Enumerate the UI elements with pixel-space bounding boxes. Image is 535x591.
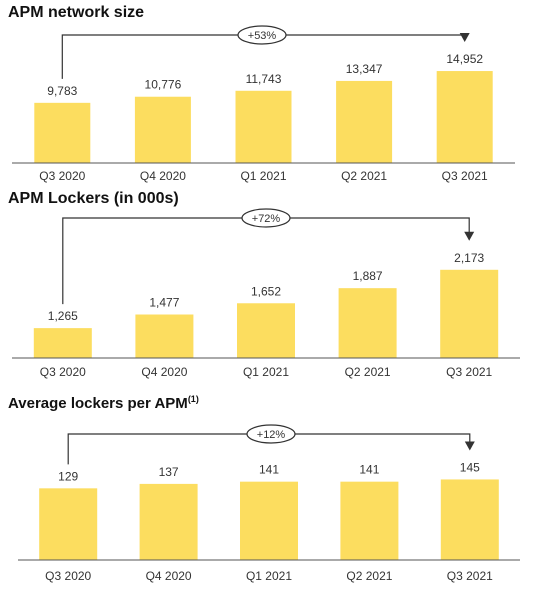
chart-title: Average lockers per APM(1) [8,394,199,412]
footnote-marker: (1) [187,394,199,404]
arrow-head-icon [464,231,475,241]
bar [338,288,397,358]
bar [33,328,92,358]
tick-label: Q3 2020 [39,169,85,183]
bar [134,96,191,163]
bar [235,90,292,163]
bar [237,303,295,358]
data-label: 1,652 [251,284,281,298]
tick-label: Q3 2020 [45,569,91,583]
growth-badge [237,25,287,45]
bar [440,269,499,358]
growth-badge [241,208,291,228]
bar [39,488,98,560]
growth-badge [246,424,296,444]
data-label: 141 [359,463,379,477]
tick-label: Q4 2020 [146,569,192,583]
data-label: 11,743 [246,72,282,86]
bar [240,481,298,560]
data-label: 14,952 [446,52,483,66]
data-label: 13,347 [346,62,383,76]
tick-label: Q1 2021 [243,365,289,379]
chart-plot: 9,783 Q3 2020 10,776 Q4 2020 11,743 Q1 2021 13… [12,25,515,183]
tick-label: Q2 2021 [341,169,387,183]
tick-label: Q1 2021 [240,169,286,183]
bar [135,314,194,358]
chart-title-text: Average lockers per APM [8,395,188,412]
tick-label: Q3 2021 [442,169,488,183]
growth-label: +12% [257,429,286,441]
chart-plot: 1,265 Q3 2020 1,477 Q4 2020 1,652 Q1 2021 1,88… [12,208,520,379]
tick-label: Q4 2020 [141,365,187,379]
tick-label: Q4 2020 [140,169,186,183]
arrow-head-icon [464,441,475,451]
tick-label: Q2 2021 [346,569,392,583]
tick-label: Q1 2021 [246,569,292,583]
tick-label: Q3 2021 [447,569,493,583]
data-label: 9,783 [47,84,77,98]
data-label: 141 [259,463,279,477]
bar [340,481,399,560]
bar [336,80,393,163]
bar [34,102,91,163]
tick-label: Q3 2021 [446,365,492,379]
bar [139,483,198,560]
chart-apm-network-size: APM network size 9,783 Q3 2020 10,776 Q4 20… [0,0,535,190]
chart-title: APM Lockers (in 000s) [8,190,179,207]
data-label: 2,173 [454,251,484,265]
growth-label: +53% [248,30,277,42]
tick-label: Q2 2021 [345,365,391,379]
data-label: 1,887 [353,269,383,283]
data-label: 145 [460,460,480,474]
bar [436,71,493,163]
data-label: 10,776 [145,78,182,92]
data-label: 137 [159,465,179,479]
data-label: 129 [58,469,78,483]
bar [440,479,499,560]
chart-average-lockers: Average lockers per APM(1) 129 Q3 2020 137… [0,390,535,591]
data-label: 1,477 [149,296,179,310]
growth-label: +72% [252,213,281,225]
tick-label: Q3 2020 [40,365,86,379]
chart-plot: 129 Q3 2020 137 Q4 2020 141 Q1 2021 141 Q2 2021… [18,424,520,583]
arrow-head-icon [459,33,470,43]
data-label: 1,265 [48,309,78,323]
chart-apm-lockers: APM Lockers (in 000s) 1,265 Q3 2020 1,477 Q… [0,190,535,390]
chart-title: APM network size [8,4,145,21]
